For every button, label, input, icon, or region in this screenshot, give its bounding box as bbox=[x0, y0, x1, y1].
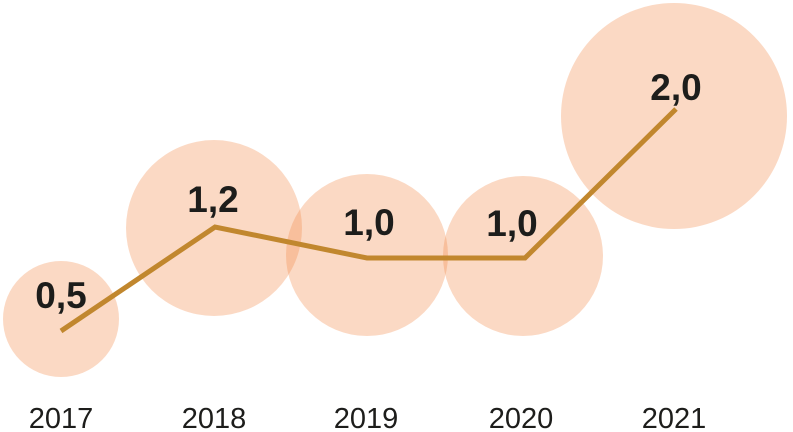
bubble-2021 bbox=[561, 3, 787, 229]
axis-label-2019: 2019 bbox=[334, 403, 399, 432]
axis-label-2021: 2021 bbox=[642, 403, 707, 432]
trend-line bbox=[59, 107, 678, 334]
axis-label-2018: 2018 bbox=[182, 403, 247, 432]
value-label-2020: 1,0 bbox=[486, 203, 537, 244]
value-label-2021: 2,0 bbox=[650, 67, 701, 108]
bubble-2019 bbox=[286, 174, 448, 336]
bubble-2017 bbox=[3, 261, 119, 377]
value-label-2018: 1,2 bbox=[187, 179, 238, 220]
axis-label-2020: 2020 bbox=[489, 403, 554, 432]
axis-label-2017: 2017 bbox=[29, 403, 94, 432]
value-label-2019: 1,0 bbox=[343, 202, 394, 243]
value-label-2017: 0,5 bbox=[35, 275, 86, 316]
